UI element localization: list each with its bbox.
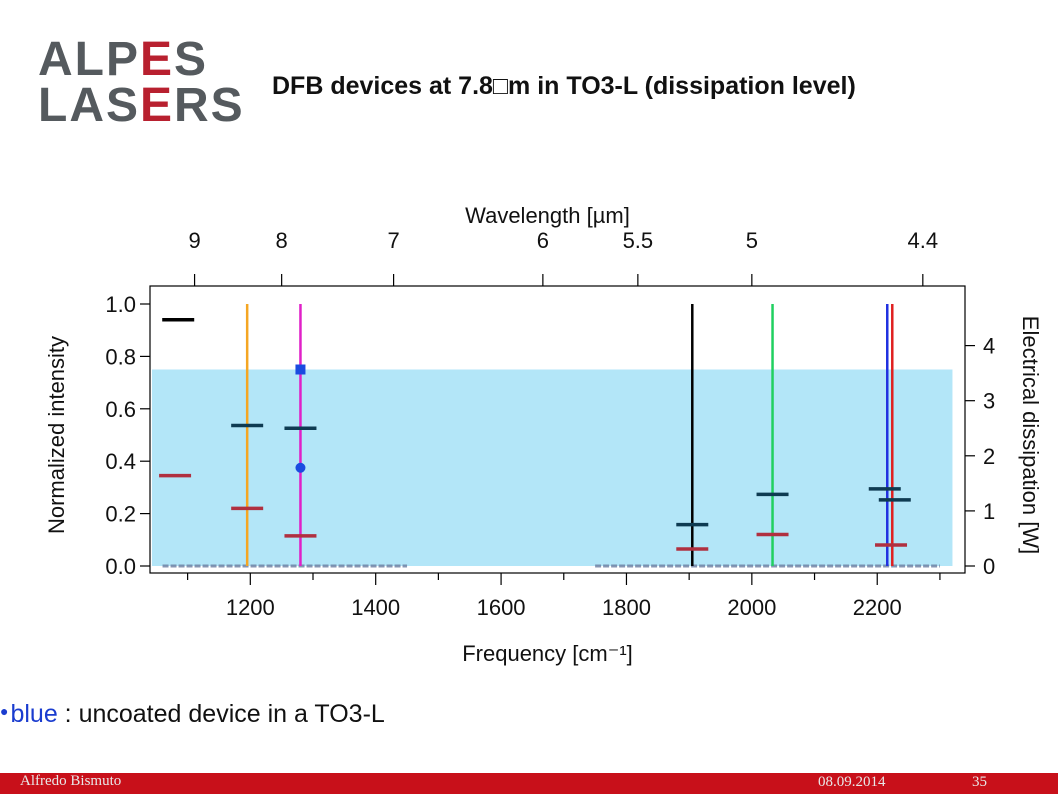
footer-bar: Alfredo Bismuto 08.09.2014 35 — [0, 773, 1058, 794]
footer-page: 35 — [972, 774, 987, 790]
bullet-dot-icon: ● — [0, 703, 9, 719]
y2-tick-label-4: 4 — [983, 334, 995, 359]
bullet-keyword: blue — [10, 700, 58, 728]
bullet-note: ●blue : uncoated device in a TO3-L — [0, 700, 385, 729]
top-axis-label: Wavelength [µm] — [465, 203, 630, 228]
wl-tick-label-3: 6 — [537, 228, 549, 253]
wl-tick-label-2: 7 — [387, 228, 399, 253]
y2-tick-label-0: 0 — [983, 554, 995, 579]
operating-band — [152, 369, 953, 566]
wl-tick-label-5: 5 — [746, 228, 758, 253]
y-axis-label: Normalized intensity — [44, 336, 69, 534]
x-axis-label: Frequency [cm⁻¹] — [462, 641, 633, 666]
logo-line-1: ALPES — [38, 33, 209, 86]
y2-tick-label-3: 3 — [983, 389, 995, 414]
plot-frame — [149, 285, 966, 574]
logo-line-2: LASERS — [38, 79, 245, 132]
x-tick-label-2000: 2000 — [727, 595, 776, 620]
wl-tick-label-6: 4.4 — [908, 228, 939, 253]
y2-axis-label: Electrical dissipation [W] — [1018, 316, 1043, 554]
blue-circle-point-1 — [295, 462, 306, 473]
y2-tick-label-2: 2 — [983, 444, 995, 469]
bullet-text: : uncoated device in a TO3-L — [57, 700, 385, 728]
y-tick-label-2: 0.4 — [105, 449, 136, 474]
y-tick-label-4: 0.8 — [105, 344, 136, 369]
y-tick-label-3: 0.6 — [105, 397, 136, 422]
x-tick-label-1400: 1400 — [351, 595, 400, 620]
footer-author: Alfredo Bismuto — [20, 773, 122, 789]
footer-date: 08.09.2014 — [818, 774, 886, 790]
x-tick-label-1600: 1600 — [477, 595, 526, 620]
alpes-lasers-logo: ALPES LASERS — [38, 32, 253, 132]
wl-tick-label-0: 9 — [188, 228, 200, 253]
spectra-chart: 1200 1400 1600 1800 2000 2200 Frequency [cm⁻¹]… — [44, 203, 1043, 666]
slide-title: DFB devices at 7.8□m in TO3-L (dissipati… — [272, 72, 856, 100]
wl-tick-label-1: 8 — [276, 228, 288, 253]
x-tick-label-1800: 1800 — [602, 595, 651, 620]
blue-square-point-0 — [295, 364, 306, 375]
wl-tick-label-4: 5.5 — [623, 228, 654, 253]
x-tick-label-2200: 2200 — [853, 595, 902, 620]
y-tick-label-5: 1.0 — [105, 292, 136, 317]
y-tick-label-0: 0.0 — [105, 554, 136, 579]
y2-tick-label-1: 1 — [983, 499, 995, 524]
x-tick-label-1200: 1200 — [226, 595, 275, 620]
y-tick-label-1: 0.2 — [105, 502, 136, 527]
